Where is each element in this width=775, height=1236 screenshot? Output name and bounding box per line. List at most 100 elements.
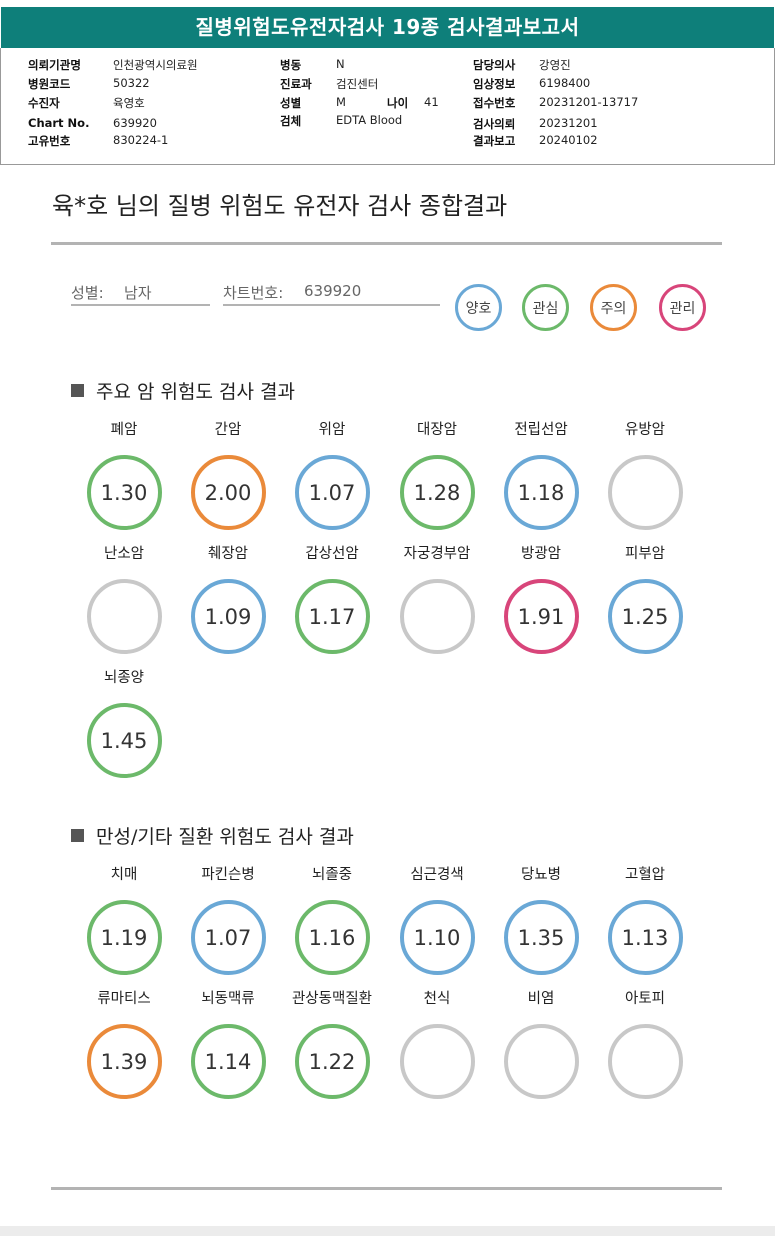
patient-value: 육영호: [113, 96, 145, 110]
clinical-info-value: 6198400: [539, 76, 591, 90]
risk-score-circle: 1.07: [190, 900, 266, 975]
risk-score-circle: 1.19: [86, 900, 162, 975]
disease-name: 난소암: [103, 546, 145, 562]
request-date-value: 20231201: [539, 116, 598, 130]
chronic-section-label: 만성/기타 질환 위험도 검사 결과: [96, 826, 354, 848]
cancer-risk-item: 난소암: [72, 544, 176, 654]
risk-score-circle: 1.91: [503, 579, 579, 654]
chronic-risk-item: 천식: [385, 989, 489, 1099]
request-date-label: 검사의뢰: [473, 117, 516, 131]
chronic-risk-item: 아토피: [593, 989, 697, 1099]
cancer-risk-item: 전립선암 1.18: [489, 420, 593, 530]
chronic-risk-item: 심근경색 1.10: [385, 865, 489, 975]
disease-name: 심근경색: [410, 867, 464, 883]
receipt-no-label: 접수번호: [473, 96, 516, 110]
disease-name: 자궁경부암: [403, 546, 471, 562]
receipt-no-value: 20231201-13717: [539, 95, 639, 109]
summary-title: 육*호 님의 질병 위험도 유전자 검사 종합결과: [52, 192, 508, 220]
hospital-label: 의뢰기관명: [28, 58, 81, 72]
risk-score-circle: 1.39: [86, 1024, 162, 1099]
hospital-value: 인천광역시의료원: [113, 58, 198, 72]
chronic-risk-item: 류마티스 1.39: [72, 989, 176, 1099]
disease-name: 치매: [110, 867, 138, 883]
risk-score-circle: 1.45: [86, 703, 162, 778]
page-bottom-strip: [0, 1226, 775, 1236]
risk-score-circle: 1.35: [503, 900, 579, 975]
cancer-risk-item: 췌장암 1.09: [176, 544, 280, 654]
cancer-risk-item: 뇌종양 1.45: [72, 668, 176, 778]
legend-manage: 관리: [659, 284, 706, 331]
disease-name: 폐암: [110, 422, 138, 438]
risk-score-circle: 2.00: [190, 455, 266, 530]
chronic-risk-item: 뇌졸중 1.16: [280, 865, 384, 975]
disease-name: 관상동맥질환: [291, 991, 373, 1007]
disease-name: 당뇨병: [520, 867, 562, 883]
unique-id-value: 830224-1: [113, 133, 169, 147]
cancer-risk-item: 폐암 1.30: [72, 420, 176, 530]
disease-name: 유방암: [624, 422, 666, 438]
chart-no-value: 639920: [113, 116, 157, 130]
risk-score-circle: 1.17: [294, 579, 370, 654]
disease-name: 고혈압: [624, 867, 666, 883]
risk-score-circle: [86, 579, 162, 654]
disease-name: 간암: [214, 422, 242, 438]
cancer-risk-item: 갑상선암 1.17: [280, 544, 384, 654]
bottom-divider: [51, 1187, 722, 1190]
cancer-risk-item: 방광암 1.91: [489, 544, 593, 654]
age-value: 41: [424, 95, 439, 109]
legend-caution: 주의: [590, 284, 637, 331]
disease-name: 천식: [423, 991, 451, 1007]
chronic-risk-item: 고혈압 1.13: [593, 865, 697, 975]
disease-name: 아토피: [624, 991, 666, 1007]
risk-score-circle: [607, 455, 683, 530]
title-divider: [51, 242, 722, 245]
chronic-risk-item: 치매 1.19: [72, 865, 176, 975]
sex-value: M: [336, 95, 346, 109]
ward-label: 병동: [280, 58, 302, 72]
dept-value: 검진센터: [336, 77, 379, 91]
risk-score-circle: 1.16: [294, 900, 370, 975]
report-date-label: 결과보고: [473, 134, 516, 148]
hospital-code-label: 병원코드: [28, 77, 71, 91]
summary-sex-value: 남자: [124, 284, 152, 302]
patient-label: 수진자: [28, 96, 60, 110]
cancer-risk-item: 대장암 1.28: [385, 420, 489, 530]
cancer-section-label: 주요 암 위험도 검사 결과: [96, 381, 295, 403]
chronic-risk-item: 뇌동맥류 1.14: [176, 989, 280, 1099]
doctor-label: 담당의사: [473, 58, 516, 72]
clinical-info-label: 임상정보: [473, 77, 516, 91]
report-date-value: 20240102: [539, 133, 598, 147]
risk-score-circle: [607, 1024, 683, 1099]
risk-score-circle: 1.09: [190, 579, 266, 654]
disease-name: 전립선암: [514, 422, 568, 438]
disease-name: 비염: [527, 991, 555, 1007]
risk-score-circle: 1.22: [294, 1024, 370, 1099]
risk-score-circle: 1.13: [607, 900, 683, 975]
specimen-label: 검체: [280, 114, 302, 128]
disease-name: 류마티스: [97, 991, 151, 1007]
disease-name: 파킨슨병: [201, 867, 255, 883]
risk-score-circle: 1.14: [190, 1024, 266, 1099]
disease-name: 피부암: [624, 546, 666, 562]
disease-name: 갑상선암: [305, 546, 359, 562]
sex-label: 성별: [280, 96, 302, 110]
ward-value: N: [336, 57, 345, 71]
risk-score-circle: [399, 1024, 475, 1099]
doctor-value: 강영진: [539, 58, 571, 72]
disease-name: 뇌졸중: [311, 867, 353, 883]
summary-chart-value: 639920: [304, 282, 362, 300]
hospital-code-value: 50322: [113, 76, 150, 90]
risk-score-circle: [399, 579, 475, 654]
risk-score-circle: 1.30: [86, 455, 162, 530]
cancer-risk-item: 간암 2.00: [176, 420, 280, 530]
chronic-section-title: 만성/기타 질환 위험도 검사 결과: [71, 822, 354, 849]
disease-name: 위암: [318, 422, 346, 438]
sex-underline: [71, 304, 210, 306]
chronic-risk-item: 비염: [489, 989, 593, 1099]
section-bullet-icon: [71, 829, 84, 842]
legend-good: 양호: [455, 284, 502, 331]
cancer-risk-item: 위암 1.07: [280, 420, 384, 530]
risk-score-circle: 1.28: [399, 455, 475, 530]
disease-name: 췌장암: [207, 546, 249, 562]
section-bullet-icon: [71, 384, 84, 397]
